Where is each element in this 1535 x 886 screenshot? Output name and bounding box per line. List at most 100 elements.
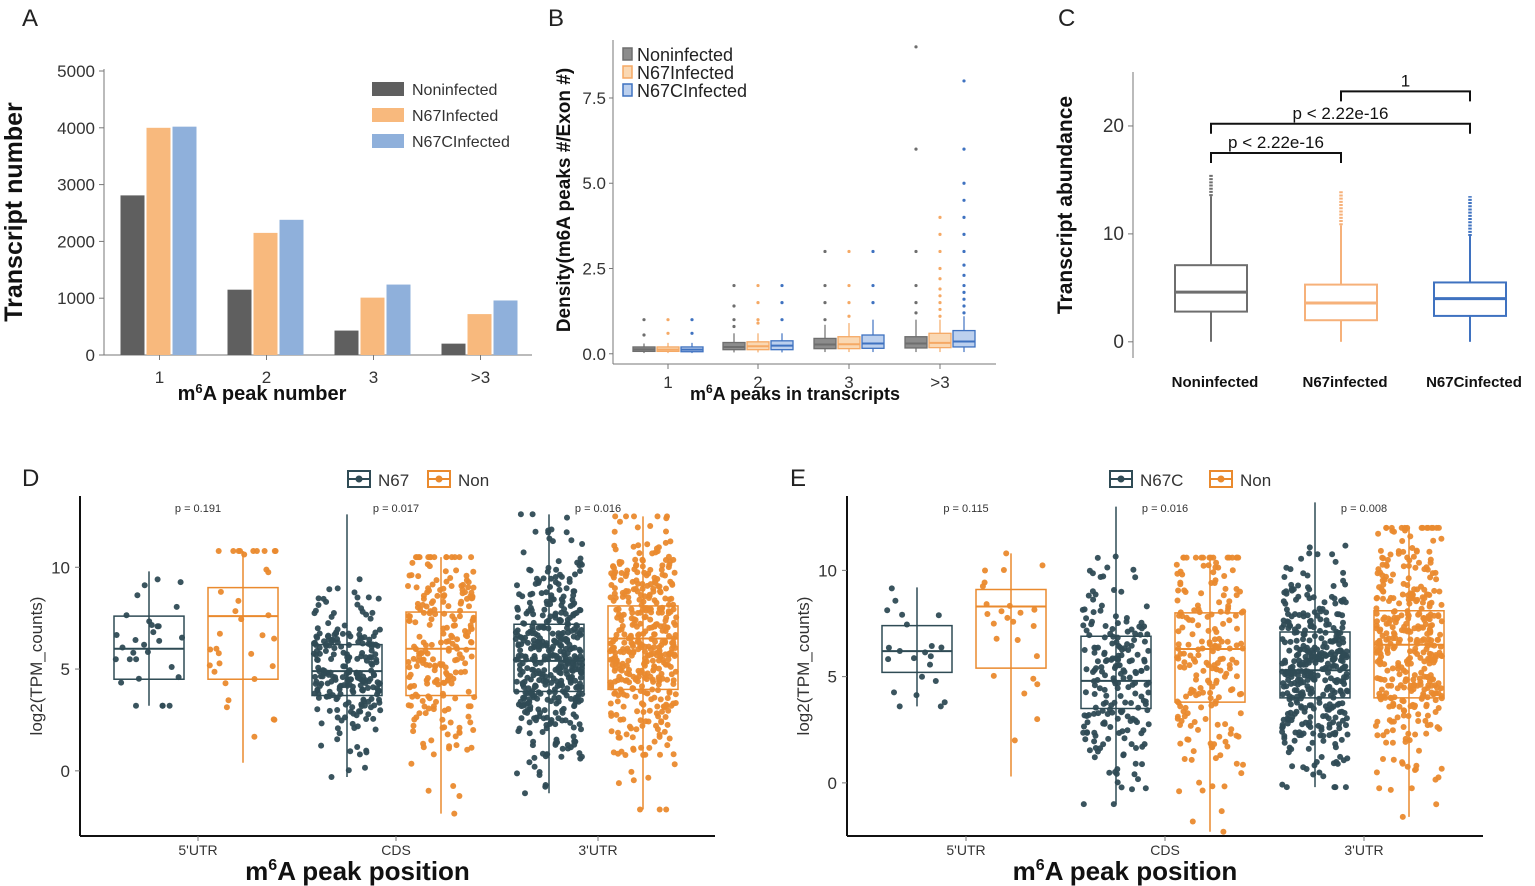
d-point [669,639,676,646]
d-point [113,632,120,638]
e-point [1014,637,1021,643]
d-point [316,668,323,675]
e-point [1420,649,1427,656]
e-point [1079,606,1086,613]
d-point [572,666,579,673]
e-point [1288,585,1295,592]
e-point [1285,669,1291,676]
e-point [1336,721,1342,728]
d-point [644,541,651,548]
e-point [1280,598,1287,605]
d-point [537,690,544,697]
e-point [1286,647,1293,654]
d-point [618,617,625,624]
e-point [1181,587,1188,594]
d-point [558,596,565,603]
d-point [123,612,130,619]
e-point [1143,603,1150,610]
d-point [463,572,470,579]
d-point [457,600,464,607]
e-point [1376,639,1383,645]
e-point [1283,784,1290,791]
d-point [330,651,337,658]
e-point [1224,743,1231,750]
e-point [1402,735,1409,742]
e-point [1093,665,1099,672]
e-point [1209,683,1216,690]
e-point [1017,609,1024,616]
d-point [573,684,580,691]
e-point [1383,739,1390,746]
e-point [1030,675,1037,682]
e-point [935,612,942,619]
e-point [1379,561,1386,568]
d-point [562,717,569,724]
d-point [349,687,356,694]
e-point [1394,714,1401,721]
d-point [672,691,679,698]
d-point [150,629,157,636]
e-point [1133,670,1139,677]
e-point [1117,693,1124,699]
d-point [548,646,555,653]
d-point [248,650,255,657]
e-pvalue: p = 0.115 [943,503,988,515]
d-point [134,592,141,599]
e-point [1287,701,1294,708]
e-point [1427,672,1434,679]
d-point [636,550,643,557]
d-point [313,678,320,685]
e-point [1317,616,1324,623]
e-point [979,583,986,590]
e-point [1131,637,1138,643]
d-point [532,528,539,535]
d-point [406,664,413,671]
e-point [1380,581,1387,588]
e-point [1182,704,1189,711]
d-point [323,641,329,648]
e-point [1383,524,1390,531]
d-point [566,576,573,582]
b-box [861,334,885,349]
e-point [1314,551,1321,558]
d-point [654,703,661,710]
a-bar-n67infected [467,314,492,355]
e-point [896,703,903,710]
e-point [1176,788,1183,795]
d-point [541,707,548,714]
e-point [1109,655,1116,662]
d-point [336,683,343,690]
d-point [656,731,663,738]
d-point [513,678,520,685]
b-outlier [756,283,760,288]
d-point [530,738,537,745]
d-point [412,691,419,698]
e-point [1086,747,1093,754]
d-point [611,571,618,578]
e-point [1378,686,1385,693]
d-point [263,566,270,573]
e-point [1281,739,1288,746]
e-point [1414,596,1421,603]
d-point [345,699,352,706]
d-point [407,671,414,678]
d-point [437,587,444,593]
e-point [1325,684,1331,691]
d-point [376,626,383,633]
e-point [937,703,944,710]
d-point [448,554,455,561]
d-point [571,741,578,748]
d-point [465,688,472,695]
d-point [565,629,572,636]
d-point [555,558,562,565]
e-point [1104,711,1111,717]
d-point [451,810,458,817]
e-point [1384,647,1391,654]
e-point [1285,716,1292,723]
d-point [615,750,621,757]
c-x-tick-label: N67Cinfected [1426,374,1522,391]
d-point [650,588,657,595]
e-point [1328,593,1335,600]
e-point [1390,700,1397,707]
